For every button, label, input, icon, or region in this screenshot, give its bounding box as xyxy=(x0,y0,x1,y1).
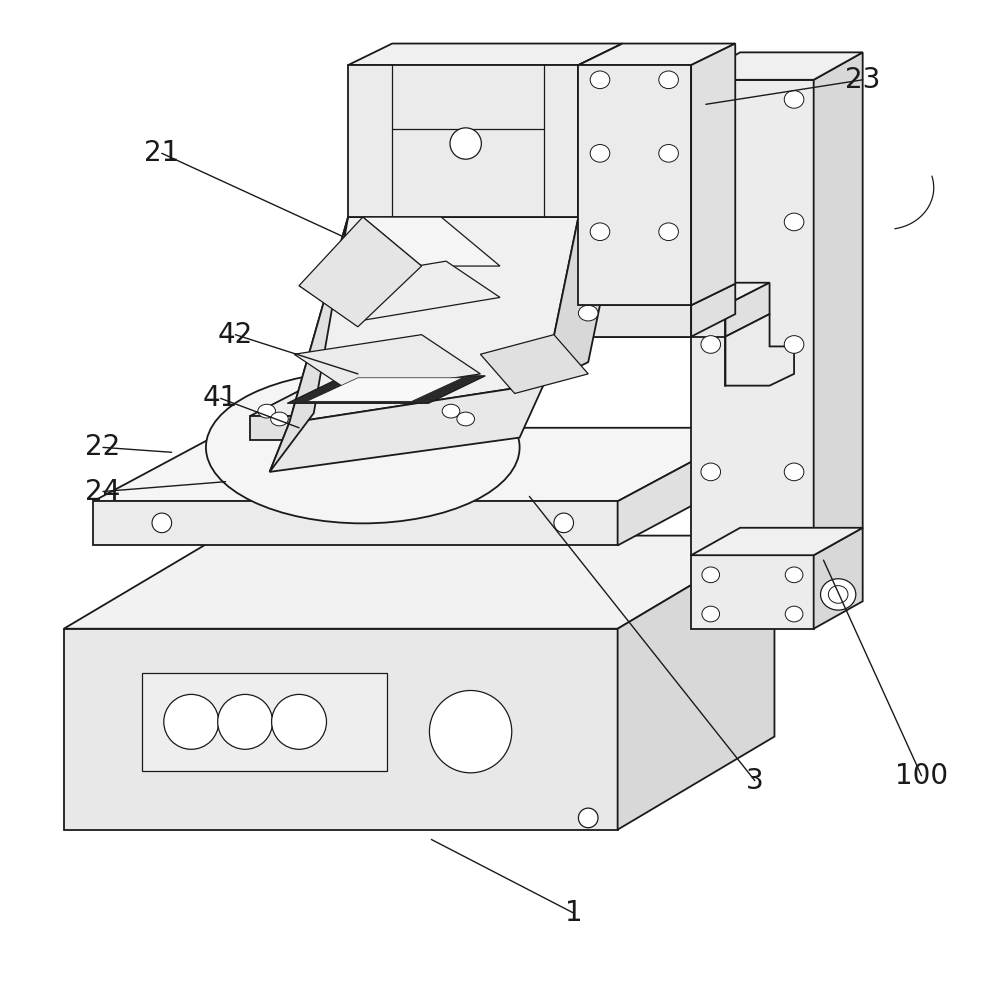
Ellipse shape xyxy=(258,404,276,418)
Ellipse shape xyxy=(218,694,273,749)
Polygon shape xyxy=(64,536,774,629)
Ellipse shape xyxy=(784,90,804,108)
Text: 21: 21 xyxy=(144,140,179,167)
Polygon shape xyxy=(142,672,387,771)
Text: 42: 42 xyxy=(218,320,253,349)
Polygon shape xyxy=(725,315,794,385)
Ellipse shape xyxy=(784,463,804,481)
Ellipse shape xyxy=(702,607,720,622)
Ellipse shape xyxy=(821,579,856,610)
Ellipse shape xyxy=(659,223,678,241)
Ellipse shape xyxy=(271,412,288,426)
Ellipse shape xyxy=(702,567,720,583)
Ellipse shape xyxy=(701,463,721,481)
Ellipse shape xyxy=(554,513,574,533)
Ellipse shape xyxy=(206,372,520,523)
Polygon shape xyxy=(250,380,529,416)
Polygon shape xyxy=(451,306,725,336)
Ellipse shape xyxy=(701,90,721,108)
Text: 23: 23 xyxy=(845,66,880,93)
Polygon shape xyxy=(691,284,735,336)
Polygon shape xyxy=(461,380,529,439)
Ellipse shape xyxy=(450,128,481,159)
Ellipse shape xyxy=(590,71,610,88)
Ellipse shape xyxy=(429,690,512,773)
Polygon shape xyxy=(270,383,544,472)
Polygon shape xyxy=(451,283,770,306)
Polygon shape xyxy=(691,80,814,555)
Polygon shape xyxy=(691,43,735,306)
Polygon shape xyxy=(691,555,814,629)
Polygon shape xyxy=(93,501,618,546)
Polygon shape xyxy=(287,376,485,403)
Text: 22: 22 xyxy=(85,434,121,461)
Polygon shape xyxy=(691,52,863,80)
Polygon shape xyxy=(93,428,755,501)
Text: 3: 3 xyxy=(746,767,764,794)
Polygon shape xyxy=(725,283,770,336)
Polygon shape xyxy=(578,65,691,306)
Polygon shape xyxy=(307,377,463,401)
Polygon shape xyxy=(578,43,735,65)
Polygon shape xyxy=(299,217,422,326)
Polygon shape xyxy=(294,334,480,393)
Polygon shape xyxy=(578,306,691,336)
Ellipse shape xyxy=(701,335,721,353)
Text: 24: 24 xyxy=(85,478,121,505)
Ellipse shape xyxy=(590,145,610,162)
Ellipse shape xyxy=(457,412,475,426)
Polygon shape xyxy=(814,528,863,629)
Polygon shape xyxy=(480,334,588,393)
Ellipse shape xyxy=(578,808,598,828)
Ellipse shape xyxy=(152,513,172,533)
Ellipse shape xyxy=(701,213,721,231)
Ellipse shape xyxy=(785,607,803,622)
Polygon shape xyxy=(544,196,623,383)
Ellipse shape xyxy=(659,145,678,162)
Ellipse shape xyxy=(784,213,804,231)
Polygon shape xyxy=(64,629,618,830)
Polygon shape xyxy=(270,217,348,472)
Ellipse shape xyxy=(272,694,327,749)
Ellipse shape xyxy=(659,71,678,88)
Polygon shape xyxy=(299,261,500,321)
Polygon shape xyxy=(618,536,774,830)
Polygon shape xyxy=(348,43,623,65)
Polygon shape xyxy=(363,217,500,266)
Ellipse shape xyxy=(442,404,460,418)
Polygon shape xyxy=(578,43,623,217)
Polygon shape xyxy=(250,416,461,439)
Text: 1: 1 xyxy=(565,899,582,927)
Ellipse shape xyxy=(590,223,610,241)
Ellipse shape xyxy=(578,306,598,320)
Ellipse shape xyxy=(784,335,804,353)
Ellipse shape xyxy=(828,586,848,604)
Text: 100: 100 xyxy=(895,762,948,789)
Polygon shape xyxy=(348,65,578,217)
Text: 41: 41 xyxy=(203,384,238,413)
Polygon shape xyxy=(618,428,755,546)
Ellipse shape xyxy=(164,694,219,749)
Polygon shape xyxy=(691,528,863,555)
Polygon shape xyxy=(289,217,578,423)
Ellipse shape xyxy=(785,567,803,583)
Polygon shape xyxy=(814,52,863,555)
